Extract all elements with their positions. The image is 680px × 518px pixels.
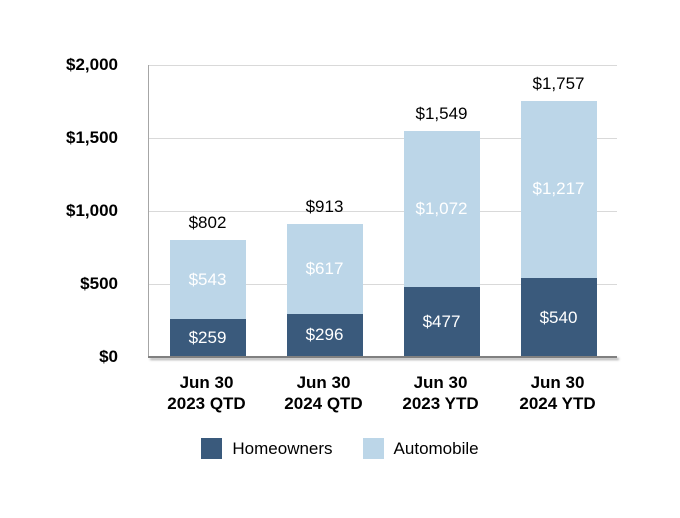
- x-axis-labels: Jun 30 2023 QTD Jun 30 2024 QTD Jun 30 2023 Y…: [148, 372, 616, 414]
- x-category-line1: Jun 30: [179, 373, 234, 392]
- x-category-label: Jun 30 2023 YTD: [382, 372, 499, 414]
- y-tick-label: $1,500: [66, 128, 118, 147]
- x-category-line2: 2023 YTD: [402, 394, 479, 413]
- bar-group: $1,757 $1,217 $540: [520, 73, 597, 357]
- x-category-line1: Jun 30: [413, 373, 468, 392]
- legend-item: Automobile: [362, 438, 479, 459]
- bar-total-label: $802: [188, 212, 227, 232]
- bar-segment: $543: [169, 239, 246, 320]
- gridline: [149, 138, 617, 139]
- legend-swatch: [362, 438, 384, 459]
- bar-group: $1,549 $1,072 $477: [403, 103, 480, 357]
- bar-segment: $477: [403, 287, 480, 357]
- y-tick-label: $1,000: [66, 201, 118, 220]
- x-category-line2: 2024 YTD: [519, 394, 596, 413]
- plot-area: $802 $543 $259 $913 $617 $296 $1,549 $1,072 $477…: [148, 65, 617, 358]
- bar-group: $913 $617 $296: [286, 196, 363, 357]
- bar-segment: $1,072: [403, 130, 480, 288]
- bar-segment: $296: [286, 313, 363, 357]
- y-tick-label: $500: [80, 274, 118, 293]
- legend-swatch: [201, 438, 223, 459]
- x-category-label: Jun 30 2024 QTD: [265, 372, 382, 414]
- y-tick-label: $2,000: [66, 55, 118, 74]
- bar-total-label: $1,549: [415, 103, 468, 123]
- x-category-label: Jun 30 2023 QTD: [148, 372, 265, 414]
- legend-label: Homeowners: [232, 438, 333, 458]
- gridline: [149, 211, 617, 212]
- x-category-label: Jun 30 2024 YTD: [499, 372, 616, 414]
- x-axis-line: [148, 356, 617, 358]
- bar-segment: $1,217: [520, 100, 597, 279]
- legend-item: Homeowners: [201, 438, 333, 459]
- bar-group: $802 $543 $259: [169, 212, 246, 357]
- legend-label: Automobile: [393, 438, 479, 458]
- gridline: [149, 284, 617, 285]
- x-category-line1: Jun 30: [530, 373, 585, 392]
- y-tick-label: $0: [99, 347, 118, 366]
- bar-total-label: $913: [305, 196, 344, 216]
- bar-segment: $259: [169, 319, 246, 357]
- bar-segment: $617: [286, 223, 363, 314]
- legend: Homeowners Automobile: [0, 438, 680, 459]
- x-category-line1: Jun 30: [296, 373, 351, 392]
- x-category-line2: 2023 QTD: [167, 394, 246, 413]
- gridline: [149, 65, 617, 66]
- bar-total-label: $1,757: [532, 73, 585, 93]
- bar-segment: $540: [520, 278, 597, 357]
- x-category-line2: 2024 QTD: [284, 394, 363, 413]
